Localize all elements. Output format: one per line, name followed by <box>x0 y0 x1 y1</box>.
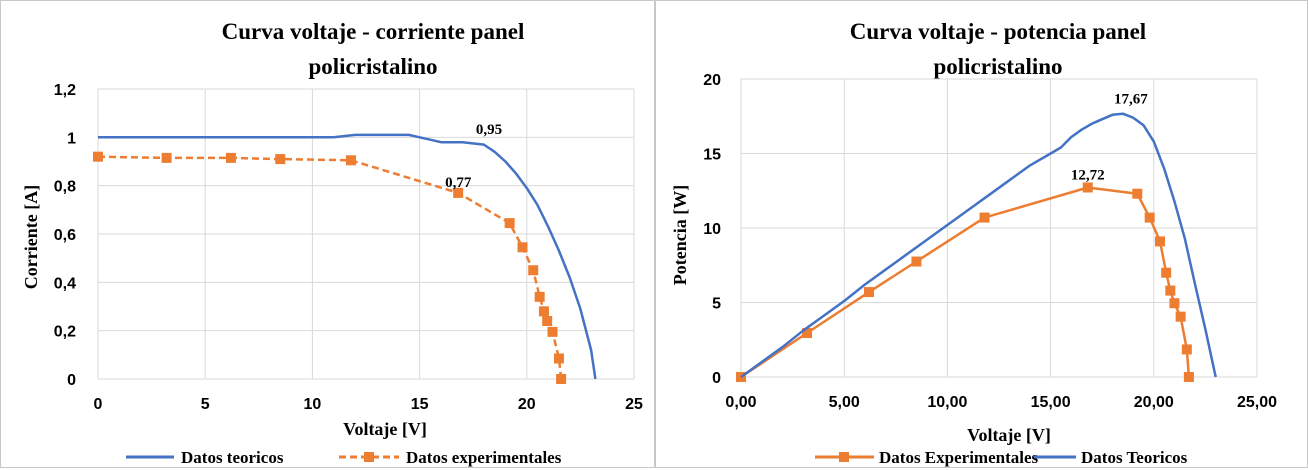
y-tick-label: 0,8 <box>54 179 76 196</box>
y-tick-label: 0,6 <box>54 227 76 244</box>
data-point-datos-experimentales <box>161 152 172 163</box>
x-axis-title: Voltaje [V] <box>967 425 1051 445</box>
data-labels: 0,95 0,77 <box>445 122 502 191</box>
data-point-datos-experimentales <box>1154 236 1165 247</box>
data-series <box>736 112 1217 382</box>
data-point-datos-experimentales <box>1082 182 1093 193</box>
legend: Datos teoricos Datos experimentales <box>126 448 562 467</box>
y-tick-label: 1 <box>67 130 76 147</box>
legend-label-datos-teoricos: Datos teoricos <box>181 448 284 467</box>
x-tick-label: 15 <box>411 396 429 413</box>
data-point-datos-experimentales <box>345 155 356 166</box>
data-point-datos-experimentales <box>1161 267 1172 278</box>
series-datos-experimentales <box>736 182 1194 382</box>
y-tick-label: 0,2 <box>54 324 76 341</box>
data-point-datos-experimentales <box>979 212 990 223</box>
data-point-datos-experimentales <box>863 287 874 298</box>
chart-panel-power: Curva voltaje - potencia panel policrist… <box>655 0 1308 468</box>
grid-lines <box>740 78 1258 378</box>
data-point-datos-experimentales <box>547 326 558 337</box>
data-point-datos-experimentales <box>453 187 464 198</box>
data-series <box>93 133 597 384</box>
series-line-datos-experimentales <box>740 186 1191 379</box>
legend: Datos Experimentales Datos Teoricos <box>815 448 1188 467</box>
data-label: 12,72 <box>1071 167 1105 183</box>
data-labels: 17,67 12,72 <box>1071 92 1148 184</box>
legend-label-datos-experimentales: Datos experimentales <box>406 448 562 467</box>
data-point-datos-experimentales <box>1169 298 1180 309</box>
chart-title-line-2: policristalino <box>308 54 437 79</box>
chart-current-svg: Curva voltaje - corriente panel policris… <box>21 19 643 467</box>
data-point-datos-experimentales <box>275 154 286 165</box>
data-label: 0,77 <box>445 175 472 191</box>
data-label: 0,95 <box>476 122 502 138</box>
y-axis-title: Corriente [A] <box>21 185 41 289</box>
data-point-datos-experimentales <box>1132 188 1143 199</box>
data-label: 17,67 <box>1114 92 1148 108</box>
series-datos-experimentales <box>93 151 567 384</box>
data-point-datos-experimentales <box>504 218 515 229</box>
tick-labels: 0,00 5,00 10,00 15,00 20,00 25,00 0 5 10 15 20 <box>703 72 1277 411</box>
data-point-datos-experimentales <box>553 353 564 364</box>
data-point-datos-experimentales <box>538 306 549 317</box>
series-line-datos-teoricos <box>740 112 1217 379</box>
x-tick-label: 5 <box>201 396 210 413</box>
data-point-datos-experimentales <box>528 265 539 276</box>
x-tick-label: 25 <box>625 396 643 413</box>
data-point-datos-experimentales <box>542 316 553 326</box>
x-tick-label: 5,00 <box>829 394 860 411</box>
x-tick-label: 15,00 <box>1031 394 1071 411</box>
data-point-datos-experimentales <box>517 242 528 253</box>
data-point-datos-experimentales <box>93 151 103 162</box>
data-point-datos-experimentales <box>802 328 813 339</box>
data-point-datos-experimentales <box>534 291 545 302</box>
x-tick-label: 20 <box>518 396 536 413</box>
y-tick-label: 15 <box>703 147 721 164</box>
chart-power-svg: Curva voltaje - potencia panel policrist… <box>670 19 1277 467</box>
data-point-datos-experimentales <box>911 256 922 267</box>
data-point-datos-experimentales <box>1175 311 1186 322</box>
x-tick-label: 10,00 <box>927 394 967 411</box>
tick-labels: 0 5 10 15 20 25 0 0,2 0,4 0,6 0,8 1 1,2 <box>54 82 643 413</box>
chart-title-line-1: Curva voltaje - potencia panel <box>850 19 1146 44</box>
series-datos-teoricos <box>740 112 1217 379</box>
y-tick-label: 1,2 <box>54 82 76 99</box>
x-tick-label: 0 <box>94 396 103 413</box>
x-tick-label: 0,00 <box>725 394 756 411</box>
chart-panel-current: Curva voltaje - corriente panel policris… <box>0 0 655 468</box>
x-tick-label: 20,00 <box>1134 394 1174 411</box>
y-tick-label: 0 <box>712 370 721 387</box>
data-point-datos-experimentales <box>1165 285 1176 296</box>
legend-label-datos-experimentales: Datos Experimentales <box>879 448 1039 467</box>
y-tick-label: 10 <box>703 221 721 238</box>
data-point-datos-experimentales <box>556 374 567 384</box>
x-axis-title: Voltaje [V] <box>343 419 427 439</box>
y-tick-label: 5 <box>712 296 721 313</box>
x-tick-label: 10 <box>304 396 322 413</box>
y-tick-label: 0 <box>67 372 76 389</box>
data-point-datos-experimentales <box>1144 212 1155 223</box>
series-datos-teoricos <box>98 133 597 380</box>
series-line-datos-experimentales <box>97 155 563 380</box>
chart-title-line-2: policristalino <box>933 54 1062 79</box>
chart-title-line-1: Curva voltaje - corriente panel <box>222 19 525 44</box>
y-axis-title: Potencia [W] <box>670 185 690 285</box>
series-line-datos-teoricos <box>98 133 597 380</box>
data-point-datos-experimentales <box>1181 344 1192 355</box>
y-tick-label: 20 <box>703 72 721 89</box>
legend-label-datos-teoricos: Datos Teoricos <box>1081 448 1188 467</box>
legend-marker-datos-experimentales <box>839 452 849 462</box>
x-tick-label: 25,00 <box>1237 394 1277 411</box>
legend-marker-datos-experimentales <box>364 452 374 462</box>
data-point-datos-experimentales <box>225 152 236 163</box>
y-tick-label: 0,4 <box>54 275 76 292</box>
data-point-datos-experimentales <box>1183 372 1194 382</box>
